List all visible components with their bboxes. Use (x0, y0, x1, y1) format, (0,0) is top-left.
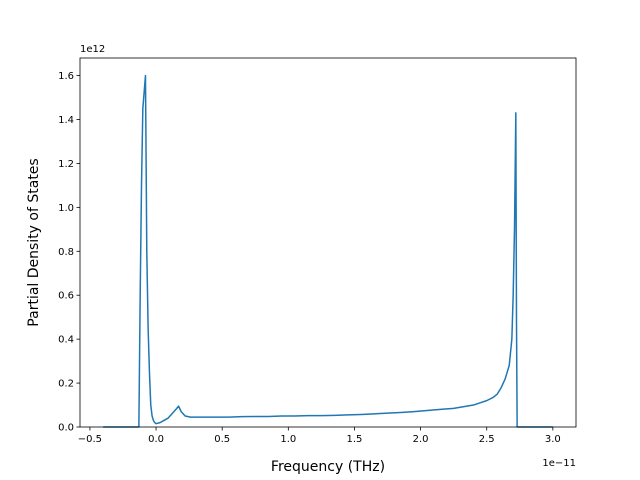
x-tick-label: 0.5 (214, 434, 230, 445)
y-tick-label: 0.4 (58, 335, 74, 346)
x-tick-label: 0.0 (148, 434, 164, 445)
x-axis-title: Frequency (THz) (271, 459, 385, 475)
y-axis-title: Partial Density of States (26, 158, 42, 326)
y-tick-label: 0.0 (58, 423, 74, 434)
y-tick-label: 1.2 (58, 159, 74, 170)
x-tick-label: 1.5 (347, 434, 363, 445)
x-axis-ticks: −0.5 0.0 0.5 1.0 1.5 2.0 2.5 3.0 (78, 427, 561, 445)
x-offset-label: 1e−11 (542, 458, 576, 469)
y-tick-label: 1.0 (58, 203, 74, 214)
y-tick-label: 1.4 (58, 115, 74, 126)
x-tick-label: −0.5 (78, 434, 102, 445)
y-offset-label: 1e12 (80, 44, 105, 55)
y-tick-label: 0.2 (58, 379, 74, 390)
x-tick-label: 1.0 (280, 434, 296, 445)
y-tick-label: 0.6 (58, 291, 74, 302)
x-tick-label: 2.5 (479, 434, 495, 445)
y-axis-ticks: 0.0 0.2 0.4 0.6 0.8 1.0 1.2 1.4 1.6 (58, 71, 80, 434)
series-line (103, 74, 553, 428)
axes-frame (79, 57, 577, 428)
x-tick-label: 2.0 (413, 434, 429, 445)
y-tick-label: 0.8 (58, 247, 74, 258)
y-tick-label: 1.6 (58, 71, 74, 82)
x-tick-label: 3.0 (545, 434, 561, 445)
